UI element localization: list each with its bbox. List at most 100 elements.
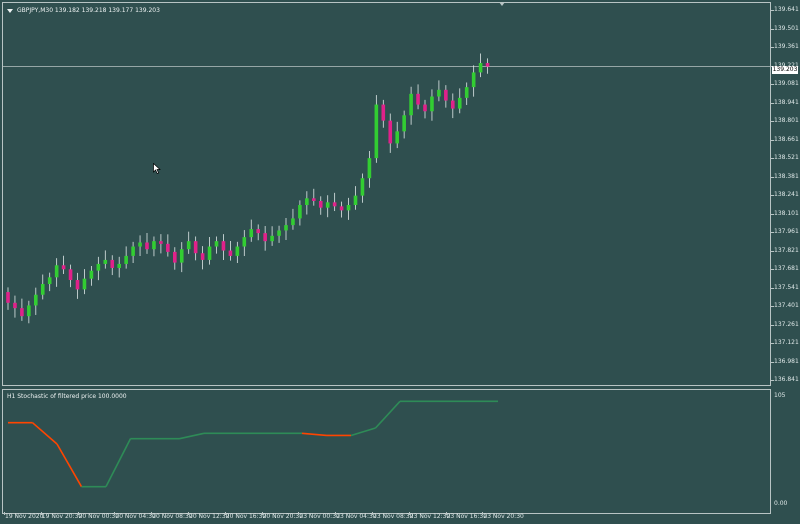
candle-body xyxy=(263,233,267,242)
price-scale-label: 139.081 xyxy=(774,80,799,87)
candle-body xyxy=(430,96,434,112)
price-scale-tick xyxy=(771,306,774,307)
price-chart-panel[interactable]: GBPJPY,M30 139.182 139.218 139.177 139.2… xyxy=(2,2,771,386)
candle xyxy=(478,53,483,78)
candle-body xyxy=(124,255,128,264)
time-axis-label: 20 Nov 20:30 xyxy=(262,513,304,520)
indicator-scale-label: 105 xyxy=(774,392,786,399)
candle-body xyxy=(75,280,80,290)
candle-body xyxy=(61,265,66,270)
time-axis-label: 20 Nov 04:30 xyxy=(115,513,156,520)
candle xyxy=(82,269,87,295)
price-scale-label: 137.681 xyxy=(774,265,799,272)
candle-body xyxy=(444,89,448,101)
candle xyxy=(228,241,233,261)
candle xyxy=(27,300,31,324)
candle-body xyxy=(207,246,212,260)
candle xyxy=(13,295,17,318)
price-scale-tick xyxy=(771,10,774,11)
price-scale-tick xyxy=(771,102,774,104)
price-scale-label: 136.981 xyxy=(774,357,799,365)
dropdown-arrow-icon[interactable] xyxy=(7,9,13,13)
time-axis-label: 23 Nov 20:30 xyxy=(483,513,524,520)
candle xyxy=(159,234,163,254)
price-scale[interactable]: 139.641 139.501 139.361 139.221 139.081 138.9… xyxy=(771,2,800,386)
candlestick-plot[interactable] xyxy=(3,3,770,385)
candle-body xyxy=(457,97,462,109)
candle xyxy=(325,195,330,218)
time-axis-label: 19 Nov 20:30 xyxy=(41,513,83,520)
candle xyxy=(173,247,177,270)
indicator-panel[interactable]: H1 Stochastic of filtered price 100.0000 xyxy=(2,389,771,514)
candle-body xyxy=(367,158,372,179)
candle xyxy=(89,265,94,286)
candle xyxy=(256,224,260,241)
candle xyxy=(388,113,393,153)
candle xyxy=(270,226,274,246)
price-scale-tick xyxy=(771,195,774,196)
candle-body xyxy=(40,284,45,295)
candle xyxy=(193,236,198,261)
candle xyxy=(360,173,365,203)
candle xyxy=(145,233,149,254)
candle-body xyxy=(381,104,386,121)
price-scale-tick xyxy=(771,269,774,270)
candle xyxy=(6,287,10,310)
time-axis[interactable]: 19 Nov 2020 19 Nov 20:30 20 Nov 00:30 20 No… xyxy=(2,512,771,524)
candle-body xyxy=(27,305,31,317)
candle-body xyxy=(34,294,38,306)
candle-body xyxy=(312,198,316,201)
candle-body xyxy=(339,206,344,211)
candle-body xyxy=(360,178,365,196)
candle-body xyxy=(270,235,274,242)
symbol-header: GBPJPY,M30 139.182 139.218 139.177 139.2… xyxy=(7,7,160,15)
candle-body xyxy=(68,269,73,281)
candle-body xyxy=(173,251,177,263)
candle-body xyxy=(117,263,121,268)
stochastic-segment xyxy=(179,432,205,440)
candle xyxy=(471,65,476,97)
candle-body xyxy=(332,202,337,207)
indicator-scale[interactable]: 105 0.00 xyxy=(771,389,800,514)
candle xyxy=(75,272,80,299)
candle xyxy=(131,241,135,263)
indicator-scale-label: 0.00 xyxy=(774,500,788,507)
price-scale-label: 139.221 xyxy=(774,61,799,69)
time-axis-tick xyxy=(40,512,42,515)
price-scale-label: 138.381 xyxy=(774,172,799,180)
candle-body xyxy=(464,87,469,98)
candle-body xyxy=(214,241,219,247)
stochastic-segment xyxy=(31,422,58,445)
candle xyxy=(40,274,45,300)
candle xyxy=(152,236,156,257)
candle-body xyxy=(478,63,483,73)
candle-body xyxy=(374,104,379,159)
candle xyxy=(277,225,281,243)
candle-body xyxy=(485,63,490,67)
candle-body xyxy=(152,241,156,250)
candle xyxy=(242,230,247,257)
stochastic-plot[interactable] xyxy=(3,390,770,513)
candle-body xyxy=(471,72,476,88)
price-scale-tick xyxy=(771,232,774,233)
time-axis-tick xyxy=(445,512,447,515)
time-axis-tick xyxy=(298,512,300,515)
time-axis-tick xyxy=(114,512,116,515)
symbol-caption: GBPJPY,M30 139.182 139.218 139.177 139.2… xyxy=(17,7,160,14)
candle xyxy=(166,234,170,257)
stochastic-segment xyxy=(56,443,83,488)
stochastic-segment xyxy=(374,400,401,429)
candle-body xyxy=(159,241,163,244)
candle-body xyxy=(54,265,59,278)
price-scale-label: 137.541 xyxy=(774,283,799,291)
time-axis-label: 20 Nov 00:30 xyxy=(78,513,120,520)
candle-body xyxy=(423,104,427,112)
time-axis-tick xyxy=(408,512,410,515)
candle-body xyxy=(437,89,441,97)
chart-shift-icon[interactable] xyxy=(499,2,505,6)
price-scale-tick xyxy=(771,324,774,326)
candle xyxy=(430,89,434,121)
candle xyxy=(207,237,212,265)
candle-body xyxy=(186,241,191,250)
